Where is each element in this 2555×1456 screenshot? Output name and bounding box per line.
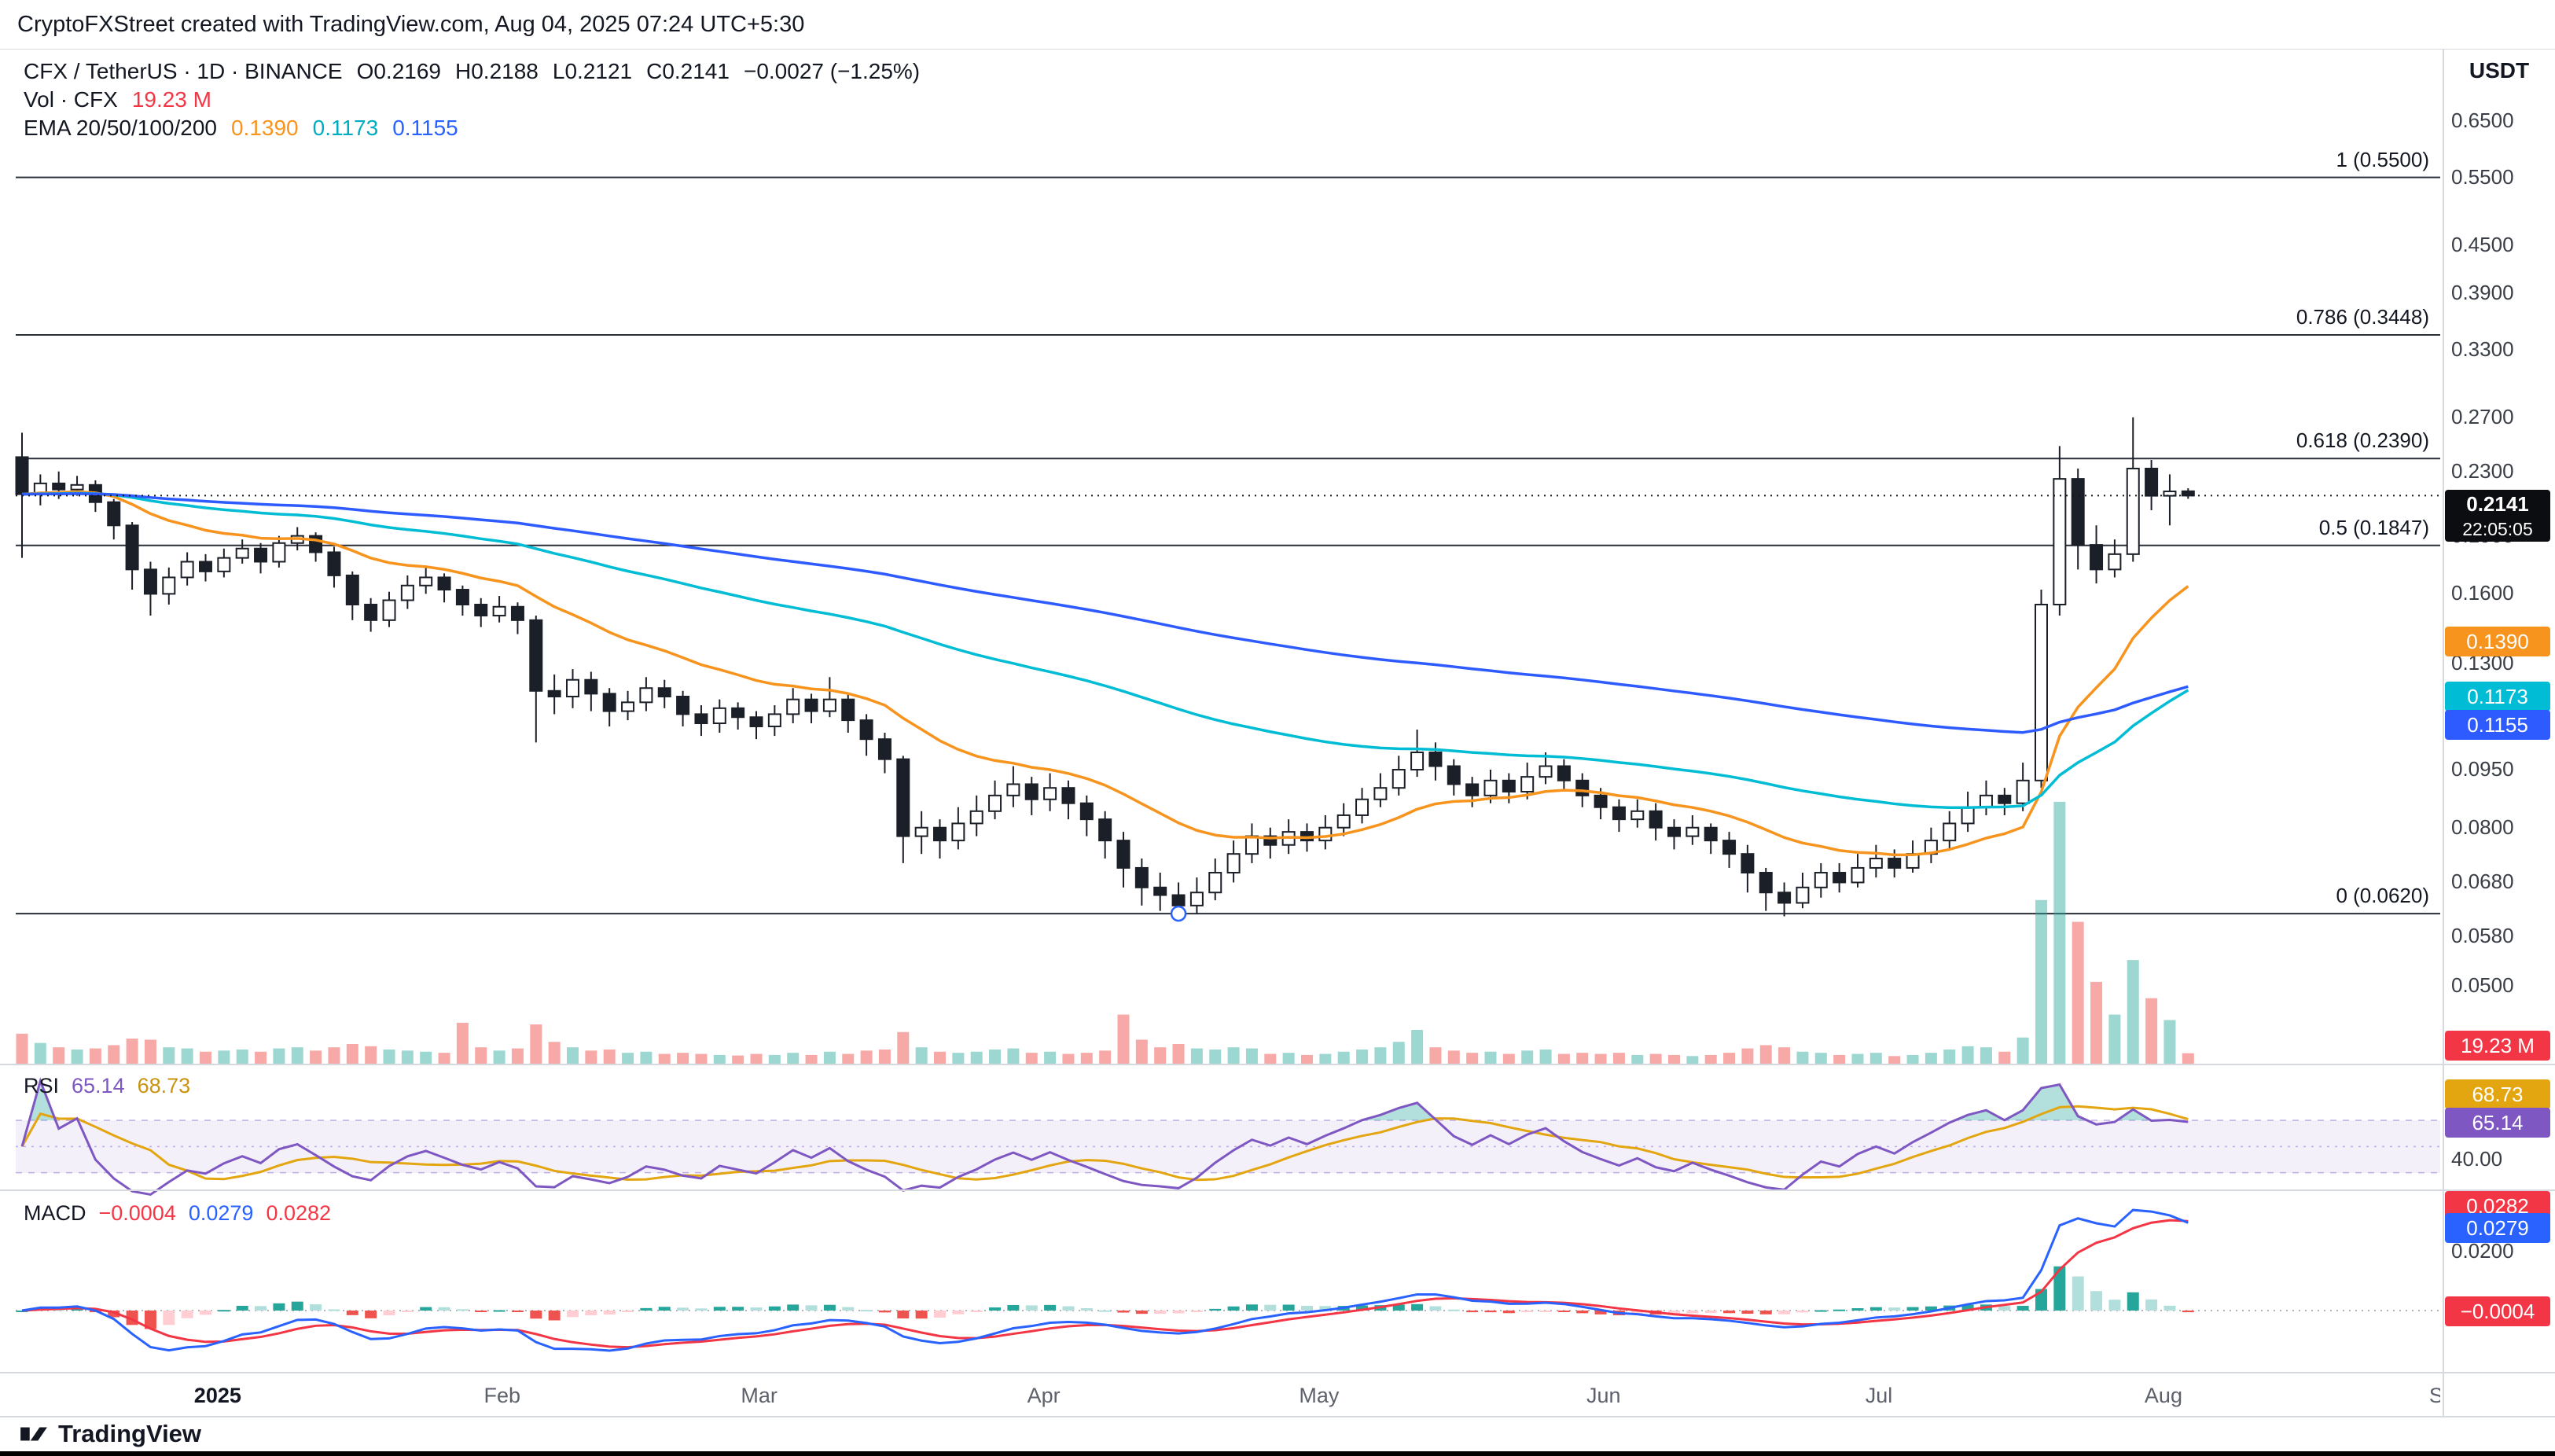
time-axis-label: Feb [483, 1384, 521, 1407]
time-axis-label: Jun [1586, 1384, 1621, 1407]
rsi-ma-badge: 68.73 [2445, 1079, 2550, 1109]
rsi-value: 65.14 [72, 1074, 125, 1098]
volume-badge: 19.23 M [2445, 1031, 2550, 1061]
price-tick-label: 0.2700 [2451, 404, 2514, 428]
macd-line-value: 0.0279 [188, 1201, 254, 1225]
volume-label: Vol · CFX [24, 87, 118, 112]
price-axis[interactable]: 0.6500 0.5500 0.4500 0.3900 0.3300 0.2700 0.23… [2443, 0, 2555, 1417]
price-tick-label: 0.0680 [2451, 870, 2514, 894]
ema20-badge: 0.1390 [2445, 627, 2550, 656]
ohlc-change: −0.0027 (−1.25%) [743, 59, 921, 83]
time-axis-label: Aug [2144, 1384, 2182, 1407]
ema200-badge: 0.1155 [2445, 710, 2550, 740]
symbol-row: CFX / TetherUS · 1D · BINANCE O0.2169 H0.2… [24, 58, 934, 85]
rsi-badge: 65.14 [2445, 1108, 2550, 1138]
time-axis-label: May [1299, 1384, 1340, 1407]
ema-row: EMA 20/50/100/200 0.1390 0.1173 0.1155 [24, 115, 934, 142]
macd-line-badge: 0.0279 [2445, 1213, 2550, 1243]
macd-hist-badge: −0.0004 [2445, 1296, 2550, 1326]
macd-hist-value: −0.0004 [98, 1201, 176, 1225]
price-tick-label: 0.0950 [2451, 757, 2514, 781]
time-axis-label: Mar [741, 1384, 778, 1407]
ohlc-high: H0.2188 [455, 59, 539, 83]
time-axis-label: 2025 [193, 1384, 241, 1407]
price-tick-label: 0.5500 [2451, 164, 2514, 189]
tradingview-logo-icon[interactable] [19, 1419, 49, 1449]
rsi-legend: RSI 65.14 68.73 [24, 1074, 203, 1098]
ema200-value: 0.1155 [392, 116, 458, 140]
indicator-grid-label: 40.00 [2451, 1147, 2503, 1171]
price-tick-label: 0.0500 [2451, 973, 2514, 998]
axis-currency-label: USDT [2469, 58, 2530, 83]
time-axis[interactable]: 2025 Feb Mar Apr May Jun Jul Aug Sep [0, 1373, 2440, 1417]
bottom-strip [0, 1451, 2555, 1456]
tradingview-wordmark[interactable]: TradingView [58, 1420, 202, 1447]
price-tick-label: 0.1600 [2451, 581, 2514, 605]
chart-legend: CFX / TetherUS · 1D · BINANCE O0.2169 H0.2… [24, 58, 934, 143]
volume-row: Vol · CFX 19.23 M [24, 86, 934, 113]
indicator-grid-label: 0.0200 [2451, 1239, 2514, 1263]
rsi-label: RSI [24, 1074, 60, 1098]
symbol-title[interactable]: CFX / TetherUS · 1D · BINANCE [24, 59, 343, 83]
macd-signal-value: 0.0282 [266, 1201, 332, 1225]
ohlc-open: O0.2169 [356, 59, 441, 83]
ema100-badge: 0.1173 [2445, 682, 2550, 711]
last-price-badge: 0.2141 22:05:05 [2445, 490, 2550, 542]
time-axis-label: Apr [1027, 1384, 1061, 1407]
ohlc-low: L0.2121 [552, 59, 633, 83]
volume-value: 19.23 M [131, 87, 211, 112]
ema100-value: 0.1173 [312, 116, 379, 140]
rsi-ma-value: 68.73 [137, 1074, 191, 1098]
macd-legend: MACD −0.0004 0.0279 0.0282 [24, 1201, 344, 1226]
price-tick-label: 0.3900 [2451, 281, 2514, 305]
ohlc-close: C0.2141 [646, 59, 730, 83]
price-tick-label: 0.0800 [2451, 814, 2514, 839]
ema-label: EMA 20/50/100/200 [24, 116, 217, 140]
time-axis-label: Sep [2428, 1384, 2440, 1407]
macd-label: MACD [24, 1201, 86, 1225]
time-axis-label: Jul [1865, 1384, 1893, 1407]
price-tick-label: 0.3300 [2451, 336, 2514, 361]
ema20-value: 0.1390 [230, 116, 299, 140]
title-text: CryptoFXStreet created with TradingView.… [17, 11, 805, 37]
price-tick-label: 0.4500 [2451, 232, 2514, 256]
price-tick-label: 0.0580 [2451, 923, 2514, 947]
footer-bar: TradingView [0, 1417, 2555, 1451]
price-tick-label: 0.6500 [2451, 108, 2514, 132]
price-tick-label: 0.2300 [2451, 458, 2514, 483]
title-bar: CryptoFXStreet created with TradingView.… [0, 0, 2555, 49]
